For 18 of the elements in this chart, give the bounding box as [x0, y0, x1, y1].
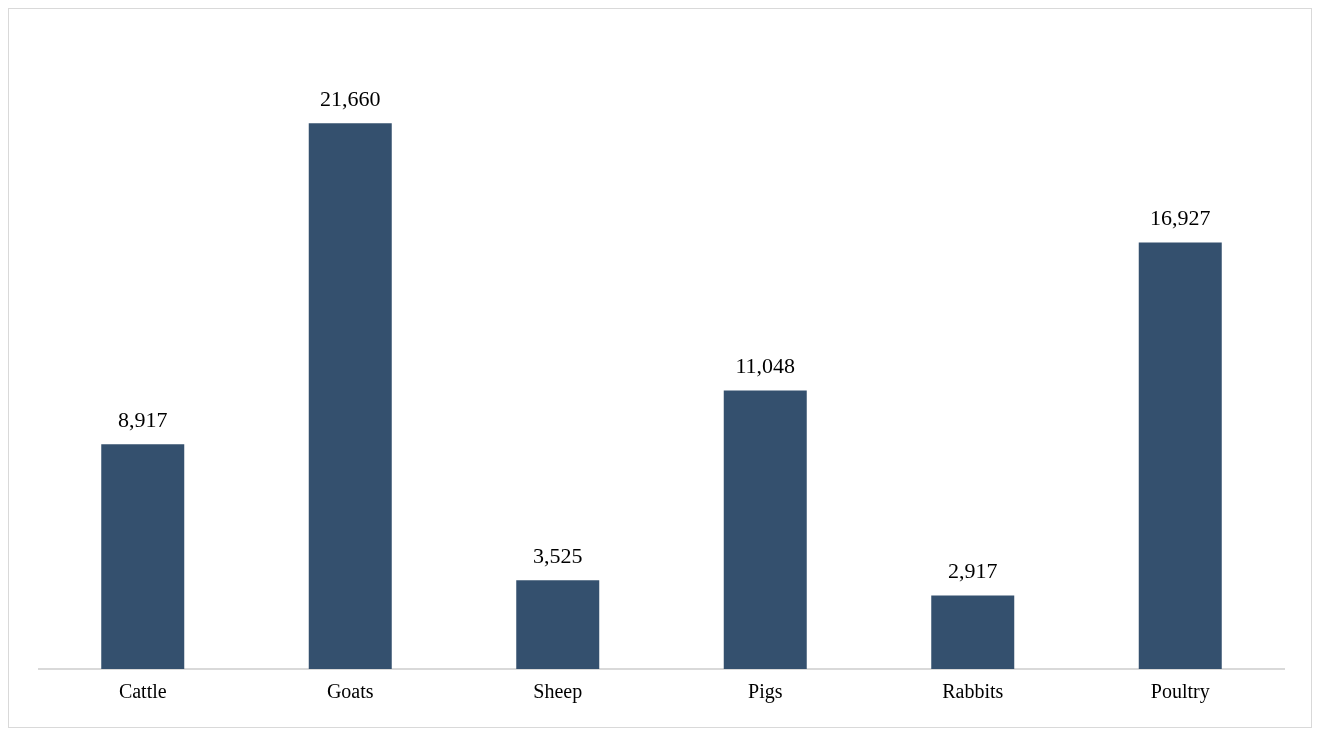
data-label: 3,525 [533, 542, 583, 568]
x-tick-label: Poultry [1150, 680, 1210, 704]
bar [516, 580, 600, 669]
data-label: 21,660 [320, 85, 381, 111]
bar [931, 595, 1015, 669]
bar [723, 390, 807, 669]
bar [1138, 242, 1222, 669]
x-tick-label: Cattle [118, 680, 167, 703]
data-label: 2,917 [948, 558, 998, 584]
data-label: 8,917 [118, 407, 168, 433]
bar [101, 444, 185, 669]
bar [308, 123, 392, 669]
x-tick-label: Goats [326, 680, 374, 703]
x-tick-label: Rabbits [942, 680, 1004, 703]
x-tick-label: Pigs [748, 680, 783, 704]
data-label: 16,927 [1150, 205, 1211, 231]
data-label: 11,048 [735, 353, 796, 379]
x-tick-label: Sheep [533, 680, 583, 704]
